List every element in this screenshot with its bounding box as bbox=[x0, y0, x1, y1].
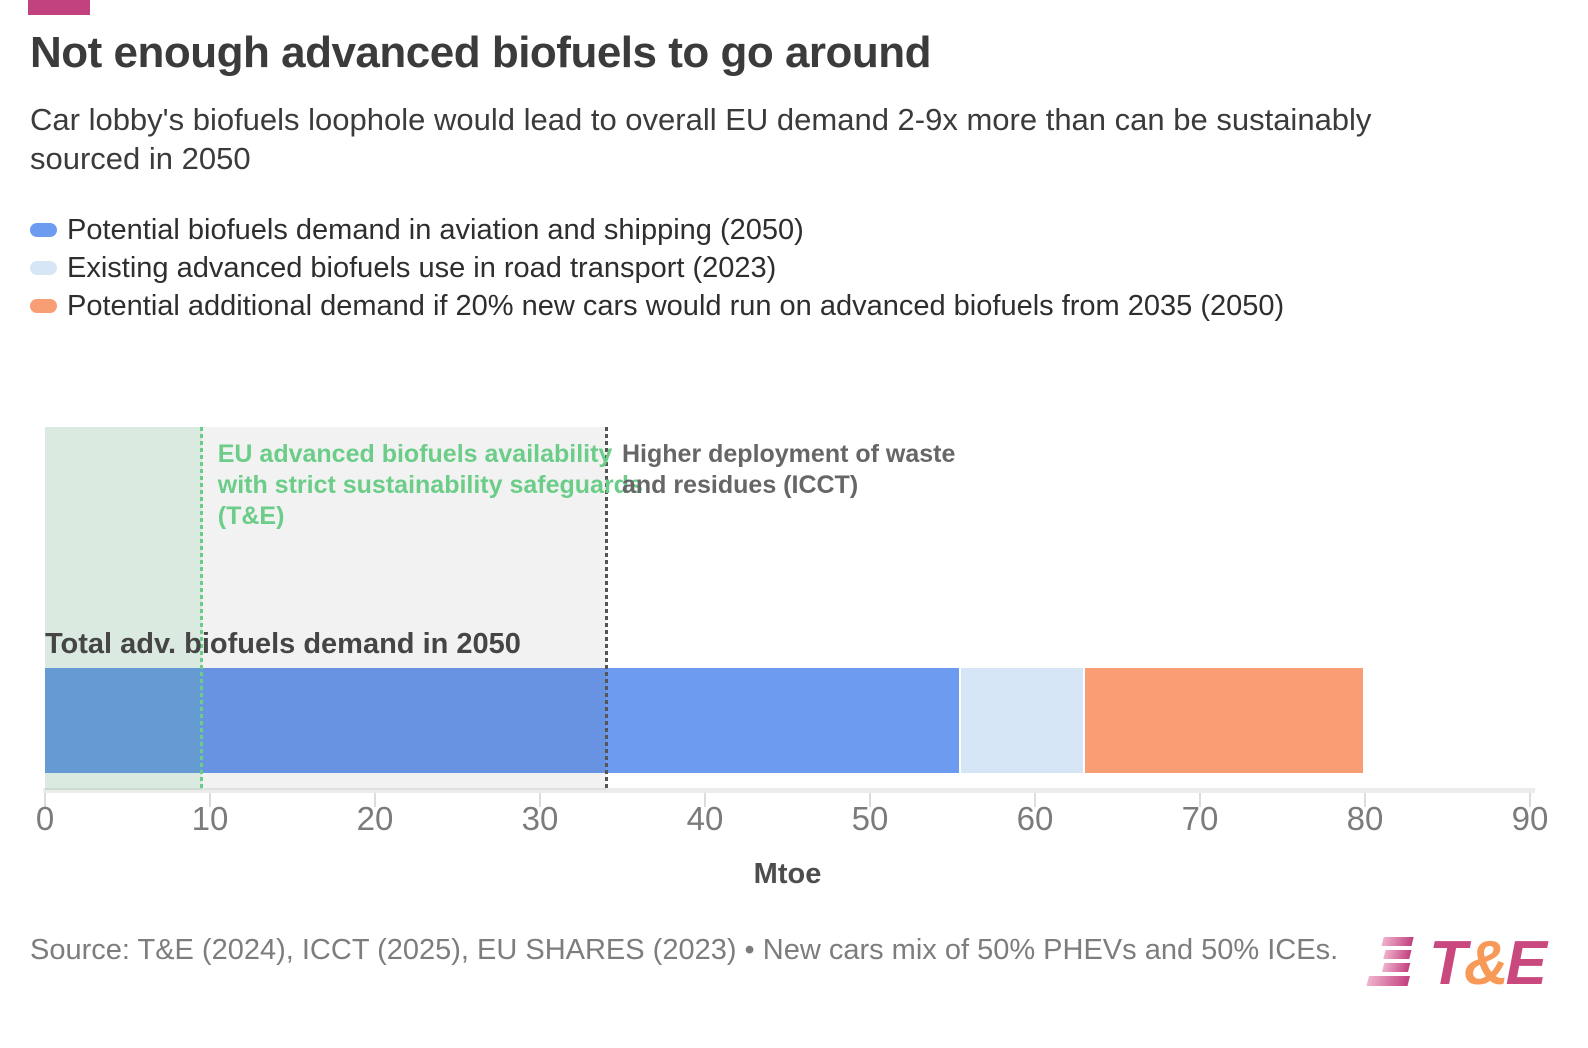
legend-swatch-lightblue bbox=[30, 261, 57, 275]
bar-segment-additional-demand bbox=[1084, 668, 1363, 773]
bar-segment-road-transport bbox=[960, 668, 1083, 773]
brand-accent-bar bbox=[28, 0, 90, 15]
x-axis-title: Mtoe bbox=[753, 858, 822, 890]
icct-deployment-refline bbox=[604, 427, 608, 790]
logo-ampersand: & bbox=[1463, 929, 1509, 998]
axis-tick-label: 20 bbox=[356, 800, 394, 837]
legend-item-aviation-shipping: Potential biofuels demand in aviation an… bbox=[30, 213, 1284, 246]
axis-tick bbox=[374, 793, 376, 807]
chart-plot: EU advanced biofuels availability with s… bbox=[36, 427, 1548, 890]
legend: Potential biofuels demand in aviation an… bbox=[30, 213, 1285, 329]
legend-label: Existing advanced biofuels use in road t… bbox=[67, 251, 777, 284]
legend-label: Potential biofuels demand in aviation an… bbox=[67, 213, 804, 246]
axis-tick bbox=[209, 793, 211, 807]
axis-tick-label: 60 bbox=[1016, 800, 1054, 837]
axis-tick bbox=[44, 793, 46, 807]
axis-tick-label: 90 bbox=[1511, 800, 1549, 837]
axis-tick bbox=[1034, 793, 1036, 807]
axis-tick-label: 40 bbox=[686, 800, 724, 837]
bar-segment-aviation-shipping bbox=[45, 668, 959, 773]
axis-tick bbox=[704, 793, 706, 807]
te-availability-refline bbox=[200, 427, 204, 790]
logo-letter-e: E bbox=[1505, 929, 1547, 998]
stacked-bar bbox=[45, 668, 1530, 773]
axis-tick bbox=[1529, 793, 1531, 807]
axis-tick-label: 50 bbox=[851, 800, 889, 837]
page-subtitle: Car lobby's biofuels loophole would lead… bbox=[30, 102, 1372, 176]
axis-tick bbox=[1364, 793, 1366, 807]
legend-item-road-transport: Existing advanced biofuels use in road t… bbox=[30, 251, 1284, 284]
logo-letter-t: T bbox=[1428, 929, 1467, 998]
bar-total-label: Total adv. biofuels demand in 2050 bbox=[45, 628, 521, 660]
axis-tick-label: 80 bbox=[1346, 800, 1384, 837]
legend-swatch-orange bbox=[30, 299, 57, 313]
te-logo-text: T&E bbox=[1429, 933, 1547, 995]
axis-tick-label: 30 bbox=[521, 800, 559, 837]
legend-swatch-blue bbox=[30, 223, 57, 237]
axis-tick bbox=[539, 793, 541, 807]
legend-label: Potential additional demand if 20% new c… bbox=[67, 289, 1285, 322]
axis-tick bbox=[869, 793, 871, 807]
axis-tick-label: 70 bbox=[1181, 800, 1219, 837]
te-logo: T&E bbox=[1366, 933, 1547, 995]
legend-item-additional-demand: Potential additional demand if 20% new c… bbox=[30, 289, 1285, 322]
axis-tick bbox=[1199, 793, 1201, 807]
axis-tick-label: 0 bbox=[35, 800, 55, 837]
page-title: Not enough advanced biofuels to go aroun… bbox=[30, 28, 932, 77]
icct-deployment-annotation: Higher deployment of waste and residues … bbox=[622, 440, 956, 499]
te-logo-mark-icon bbox=[1360, 937, 1421, 991]
te-availability-annotation: EU advanced biofuels availability with s… bbox=[217, 440, 643, 530]
axis-tick-label: 10 bbox=[191, 800, 229, 837]
x-axis-line bbox=[43, 788, 1535, 793]
source-text: Source: T&E (2024), ICCT (2025), EU SHAR… bbox=[30, 934, 1339, 966]
